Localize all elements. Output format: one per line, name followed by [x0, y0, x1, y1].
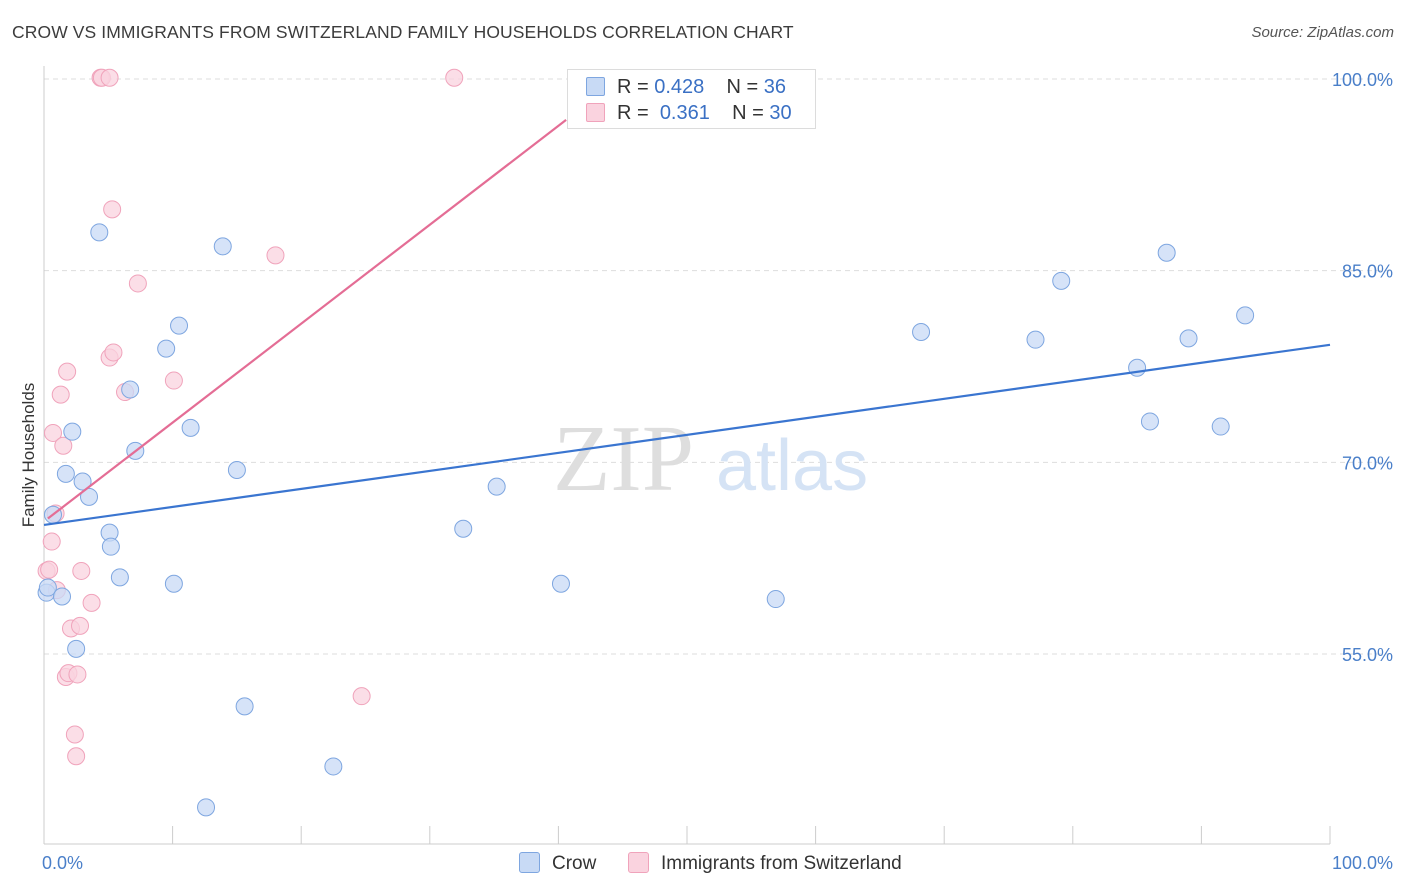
legend-n-value-immigrants: 30: [769, 102, 792, 124]
legend-swatch-crow: [586, 77, 605, 96]
crow-point: [90, 223, 109, 242]
crow-point: [487, 477, 506, 496]
chart-title: CROW VS IMMIGRANTS FROM SWITZERLAND FAMI…: [12, 22, 794, 42]
crow-point: [197, 798, 216, 817]
bottom-swatch-crow: [519, 852, 540, 873]
y-tick-label: 70.0%: [1342, 453, 1393, 473]
immigrants-point: [51, 385, 70, 404]
immigrants-point: [352, 687, 371, 706]
immigrants-point: [164, 371, 183, 390]
crow-point: [80, 487, 99, 506]
legend-r-label: R =: [617, 102, 649, 124]
crow-point: [227, 461, 246, 479]
crow-point: [56, 464, 75, 483]
bottom-swatch-immigrants: [628, 852, 649, 873]
crow-point: [101, 537, 120, 556]
crow-point: [324, 757, 343, 776]
bottom-legend-label-crow: Crow: [552, 853, 597, 874]
immigrants-point: [40, 560, 59, 579]
bottom-legend-crow: Crow: [519, 852, 596, 875]
watermark: ZIP atlas: [553, 407, 868, 511]
legend-n-label: N =: [732, 102, 764, 124]
crow-point: [1157, 243, 1176, 262]
crow-point: [1140, 412, 1159, 431]
immigrants-point: [104, 343, 123, 362]
crow-point: [551, 574, 570, 593]
crow-point: [766, 590, 785, 609]
crow-point: [912, 323, 931, 341]
immigrants-point: [44, 423, 63, 442]
immigrants-point: [445, 68, 464, 87]
crow-point: [63, 422, 82, 441]
crow-point: [157, 339, 176, 358]
legend-n-value-crow: 36: [763, 76, 787, 98]
immigrants-point: [71, 616, 90, 635]
legend-row-crow: R = 0.428 N = 36: [586, 76, 786, 102]
crow-point: [1052, 271, 1071, 290]
axis-labels: 55.0% 70.0% 85.0% 100.0% 0.0% 100.0%: [42, 70, 1393, 873]
crow-point: [110, 568, 129, 587]
crow-point: [1179, 329, 1198, 348]
immigrants-point: [100, 68, 119, 87]
crow-point: [121, 380, 140, 399]
crow-point: [1236, 306, 1255, 325]
immigrants-point: [72, 561, 91, 580]
immigrants-point: [128, 274, 147, 293]
trend-lines: [43, 119, 1331, 527]
axes: [43, 66, 1331, 845]
bottom-legend-label-immigrants: Immigrants from Switzerland: [661, 853, 902, 874]
immigrants-trend-line: [47, 119, 567, 520]
immigrants-point: [54, 436, 73, 455]
watermark-zip: ZIP: [553, 407, 694, 511]
series-immigrants-points: [37, 68, 464, 766]
immigrants-point: [58, 362, 77, 381]
immigrants-point: [67, 747, 86, 766]
crow-point: [170, 316, 189, 335]
y-tick-label: 100.0%: [1332, 70, 1393, 90]
legend-r-value-crow: 0.428: [654, 76, 705, 98]
bottom-legend-immigrants: Immigrants from Switzerland: [628, 852, 902, 875]
immigrants-point: [68, 665, 87, 684]
crow-point: [235, 697, 254, 716]
legend-n-label: N =: [726, 76, 759, 98]
crow-point: [181, 418, 200, 437]
crow-point: [38, 578, 57, 597]
x-tick-label-min: 0.0%: [42, 853, 83, 873]
crow-point: [1026, 330, 1045, 349]
crow-point: [1211, 417, 1230, 436]
immigrants-point: [103, 200, 122, 219]
crow-point: [213, 237, 232, 256]
series-crow-points: [37, 223, 1255, 817]
crow-point: [53, 587, 72, 606]
legend-row-immigrants: R = 0.361 N = 30: [586, 102, 792, 128]
crow-point: [73, 472, 92, 491]
source-credit: Source: ZipAtlas.com: [1251, 24, 1394, 41]
legend-r-label: R =: [617, 76, 649, 98]
immigrants-point: [266, 246, 285, 265]
immigrants-point: [65, 725, 84, 744]
crow-point: [164, 574, 183, 593]
y-axis-label: Family Households: [19, 383, 38, 528]
y-tick-label: 85.0%: [1342, 262, 1393, 282]
legend-swatch-immigrants: [586, 103, 605, 122]
correlation-legend: R = 0.428 N = 36 R = 0.361 N = 30: [567, 69, 816, 129]
immigrants-point: [82, 593, 101, 612]
y-tick-label: 55.0%: [1342, 645, 1393, 665]
crow-point: [67, 639, 86, 658]
immigrants-point: [42, 532, 61, 551]
legend-r-value-immigrants: 0.361: [659, 102, 710, 124]
crow-point: [454, 519, 473, 538]
x-tick-label-max: 100.0%: [1332, 853, 1393, 873]
crow-trend-line: [43, 343, 1331, 527]
watermark-atlas: atlas: [716, 426, 868, 506]
